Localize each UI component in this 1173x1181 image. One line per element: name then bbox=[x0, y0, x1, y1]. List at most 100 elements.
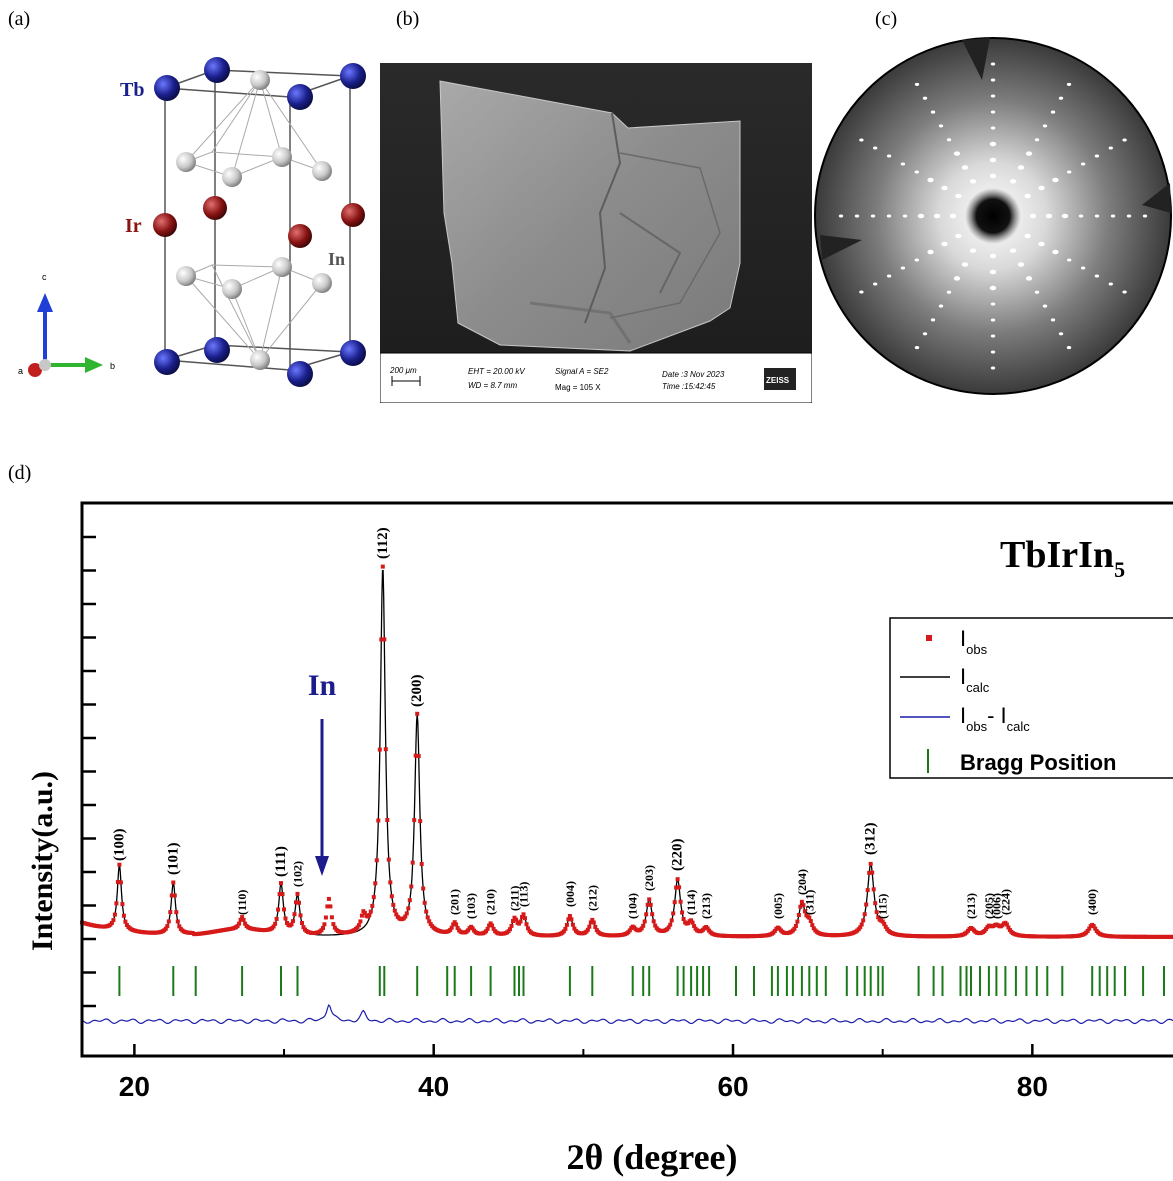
obs-point bbox=[1006, 925, 1011, 930]
laue-spot bbox=[1080, 162, 1086, 166]
obs-point bbox=[380, 564, 385, 569]
obs-point bbox=[412, 818, 417, 823]
obs-point bbox=[858, 925, 863, 930]
peak-label: (213) bbox=[964, 893, 978, 919]
in-atom bbox=[250, 350, 270, 370]
laue-spot bbox=[1017, 165, 1025, 170]
obs-point bbox=[508, 927, 512, 932]
obs-point bbox=[241, 917, 246, 922]
legend-bragg: Bragg Position bbox=[960, 750, 1116, 775]
obs-point bbox=[808, 919, 813, 923]
laue-spot bbox=[1009, 248, 1017, 253]
obs-point bbox=[524, 922, 529, 927]
in-label: In bbox=[328, 249, 345, 269]
obs-point bbox=[177, 924, 182, 929]
tb-atom bbox=[154, 349, 180, 375]
laue-spot bbox=[900, 162, 906, 166]
obs-point bbox=[386, 857, 391, 862]
obs-point bbox=[301, 925, 306, 930]
laue-spot bbox=[927, 177, 934, 183]
peak-label: (200) bbox=[409, 675, 425, 708]
obs-point bbox=[368, 909, 373, 914]
laue-spot bbox=[1126, 214, 1132, 218]
laue-spot bbox=[1067, 258, 1072, 262]
obs-point bbox=[297, 900, 301, 905]
laue-spot bbox=[1050, 110, 1056, 114]
obs-point bbox=[678, 899, 683, 904]
obs-point bbox=[421, 886, 426, 891]
obs-point bbox=[880, 919, 885, 924]
peak-label: (101) bbox=[165, 843, 181, 876]
obs-point bbox=[121, 913, 126, 918]
obs-point bbox=[873, 901, 878, 906]
peak-label: (111) bbox=[273, 846, 289, 877]
axis-triad: c b a bbox=[18, 272, 115, 377]
sem-eht: EHT = 20.00 kV bbox=[468, 367, 525, 376]
obs-point bbox=[650, 912, 655, 917]
ir-atoms bbox=[153, 196, 365, 248]
laue-spot bbox=[859, 138, 864, 142]
obs-point bbox=[413, 753, 418, 758]
obs-point bbox=[487, 923, 492, 928]
tb-atom bbox=[340, 63, 366, 89]
ir-atom bbox=[341, 203, 365, 227]
legend-obs-marker bbox=[926, 635, 932, 641]
obs-point bbox=[1091, 924, 1096, 929]
obs-point bbox=[452, 920, 457, 925]
x-axis-label: 2θ (degree) bbox=[566, 1137, 737, 1177]
obs-point bbox=[811, 926, 816, 931]
laue-spot bbox=[1042, 124, 1048, 128]
obs-point bbox=[289, 922, 294, 927]
obs-point bbox=[295, 891, 300, 896]
obs-point bbox=[793, 924, 798, 928]
sem-wd: WD = 8.7 mm bbox=[468, 381, 517, 390]
in-atom bbox=[312, 273, 332, 293]
obs-point bbox=[564, 922, 569, 927]
laue-spot bbox=[886, 214, 892, 218]
obs-point bbox=[407, 898, 412, 903]
obs-point bbox=[681, 917, 686, 921]
ir-atom bbox=[203, 196, 227, 220]
laue-spot bbox=[914, 346, 920, 350]
laue-spot bbox=[922, 332, 928, 336]
chart-title: TbIrIn5 bbox=[1000, 534, 1125, 582]
obs-point bbox=[868, 861, 873, 866]
obs-point bbox=[692, 924, 697, 929]
laue-spot bbox=[961, 165, 969, 170]
laue-spot bbox=[990, 110, 996, 114]
obs-point bbox=[455, 926, 460, 930]
obs-point bbox=[168, 910, 173, 915]
obs-point bbox=[283, 916, 288, 921]
laue-spot bbox=[1122, 290, 1127, 294]
obs-point bbox=[523, 916, 527, 921]
plot-frame bbox=[80, 501, 1173, 1058]
obs-point bbox=[359, 913, 364, 918]
laue-spot bbox=[1094, 214, 1100, 218]
obs-point bbox=[521, 912, 526, 917]
obs-point bbox=[424, 909, 429, 914]
laue-spot bbox=[989, 157, 997, 163]
obs-point bbox=[300, 921, 304, 925]
obs-point bbox=[518, 919, 523, 924]
obs-point bbox=[1085, 928, 1090, 933]
laue-spot bbox=[900, 266, 906, 270]
tb-atoms bbox=[154, 57, 366, 387]
laue-spot bbox=[990, 94, 996, 98]
axis-b-label: b bbox=[110, 361, 115, 371]
laue-spot bbox=[969, 179, 977, 184]
obs-point bbox=[566, 917, 571, 922]
obs-point bbox=[109, 921, 114, 925]
in-atom bbox=[222, 279, 242, 299]
laue-spot bbox=[1034, 138, 1040, 142]
ir-label: Ir bbox=[125, 215, 142, 237]
laue-spot bbox=[990, 366, 996, 370]
sem-date: Date :3 Nov 2023 bbox=[662, 370, 725, 379]
obs-point bbox=[277, 892, 282, 897]
obs-point bbox=[332, 925, 337, 930]
panel-label-a: (a) bbox=[8, 8, 31, 30]
in-atom bbox=[176, 266, 196, 286]
obs-point bbox=[454, 922, 459, 927]
obs-point bbox=[690, 920, 695, 925]
peak-label: (212) bbox=[585, 885, 599, 911]
obs-point bbox=[298, 913, 303, 918]
